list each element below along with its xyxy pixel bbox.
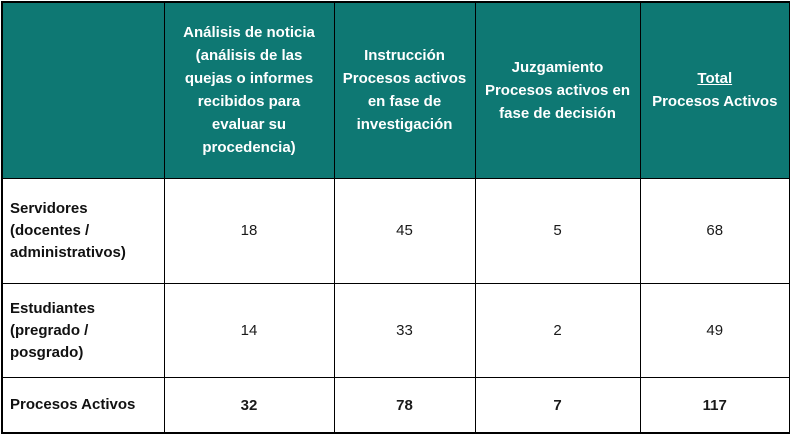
cell-estudiantes-total: 49 bbox=[639, 282, 790, 379]
cell-total-analisis: 32 bbox=[163, 377, 335, 434]
corner-cell bbox=[1, 1, 165, 179]
header-row: Análisis de noticia (análisis de las que… bbox=[1, 1, 790, 179]
total-header-title: Total bbox=[697, 70, 733, 88]
row-label-procesos-activos: Procesos Activos bbox=[1, 377, 165, 434]
row-label-servidores: Servidores (docentes / administrativos) bbox=[1, 177, 165, 284]
table-row-procesos-activos: Procesos Activos 32 78 7 117 bbox=[1, 377, 790, 434]
row-label-estudiantes: Estudiantes (pregrado / posgrado) bbox=[1, 282, 165, 379]
cell-estudiantes-analisis: 14 bbox=[163, 282, 335, 379]
cell-servidores-analisis: 18 bbox=[163, 177, 335, 284]
cell-total-juzgamiento: 7 bbox=[474, 377, 641, 434]
col-header-instruccion: Instrucción Procesos activos en fase de … bbox=[333, 1, 476, 179]
cell-servidores-instruccion: 45 bbox=[333, 177, 476, 284]
cell-servidores-total: 68 bbox=[639, 177, 790, 284]
cell-estudiantes-instruccion: 33 bbox=[333, 282, 476, 379]
cell-total-instruccion: 78 bbox=[333, 377, 476, 434]
col-header-analisis-noticia: Análisis de noticia (análisis de las que… bbox=[163, 1, 335, 179]
col-header-juzgamiento: Juzgamiento Procesos activos en fase de … bbox=[474, 1, 641, 179]
cell-estudiantes-juzgamiento: 2 bbox=[474, 282, 641, 379]
col-header-total: Total Procesos Activos bbox=[639, 1, 790, 179]
total-header-subtitle: Procesos Activos bbox=[652, 93, 778, 111]
cell-servidores-juzgamiento: 5 bbox=[474, 177, 641, 284]
table-row-estudiantes: Estudiantes (pregrado / posgrado) 14 33 … bbox=[1, 282, 790, 379]
cell-total-total: 117 bbox=[639, 377, 790, 434]
table-row-servidores: Servidores (docentes / administrativos) … bbox=[1, 177, 790, 284]
